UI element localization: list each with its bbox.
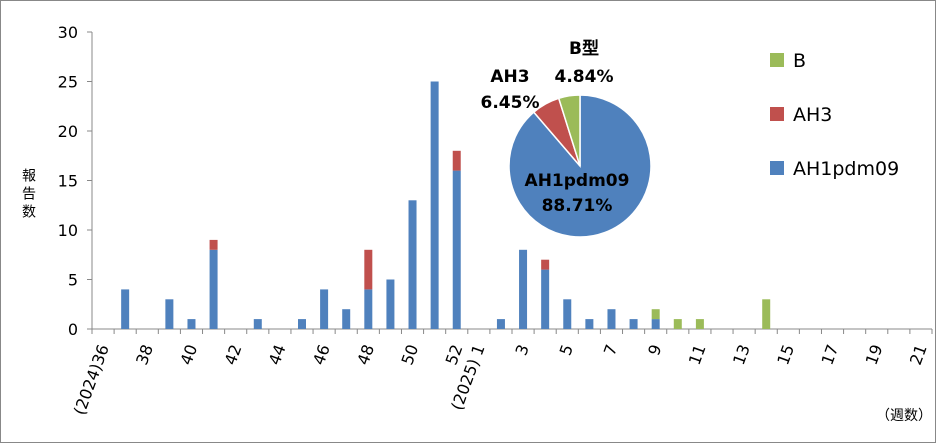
bar-ah1pdm09-52 — [452, 170, 461, 329]
bar-ah3-41 — [209, 239, 218, 250]
y-tick-label: 20 — [58, 122, 78, 141]
bar-ah1pdm09-6 — [585, 319, 594, 329]
bar-ah1pdm09-3 — [519, 249, 528, 329]
bar-ah1pdm09-8 — [629, 319, 638, 329]
y-tick-label: 0 — [68, 320, 78, 339]
pie-label-percent: 4.84% — [555, 67, 614, 87]
bar-ah1pdm09-45 — [298, 319, 306, 329]
y-axis-label: 報告数 — [20, 168, 36, 222]
pie-label-percent: 6.45% — [481, 93, 540, 113]
x-axis-unit: （週数） — [876, 408, 932, 424]
bar-ah1pdm09-51 — [430, 81, 439, 329]
y-tick-label: 15 — [58, 172, 78, 191]
y-tick-label: 10 — [58, 221, 78, 240]
bar-ah1pdm09-49 — [386, 279, 395, 329]
legend-label: AH3 — [793, 104, 832, 126]
pie-chart: AH1pdm09 88.71% AH3 6.45% B型 4.84% — [481, 38, 652, 238]
bar-ah1pdm09-50 — [408, 200, 417, 329]
pie-label-name: AH3 — [490, 67, 529, 87]
bar-b-9 — [651, 309, 660, 320]
legend-swatch — [770, 53, 784, 67]
legend-swatch — [770, 161, 784, 175]
bar-ah1pdm09-47 — [342, 309, 351, 329]
bar-ah3-48 — [364, 249, 373, 290]
bar-b-11 — [695, 319, 704, 329]
bars — [121, 81, 771, 329]
bar-ah1pdm09-41 — [209, 249, 218, 329]
bar-ah1pdm09-43 — [253, 319, 262, 329]
bar-ah1pdm09-48 — [364, 289, 373, 329]
bar-ah3-52 — [452, 150, 461, 171]
bar-ah1pdm09-2 — [496, 319, 505, 329]
legend-swatch — [770, 107, 784, 121]
bar-ah3-4 — [541, 259, 550, 270]
bar-b-14 — [762, 299, 771, 329]
y-tick-label: 5 — [68, 271, 78, 290]
legend-label: AH1pdm09 — [793, 158, 899, 180]
legend: B AH3 AH1pdm09 — [770, 50, 899, 180]
bar-ah1pdm09-5 — [563, 299, 572, 329]
bar-ah1pdm09-37 — [121, 289, 130, 329]
bar-ah1pdm09-46 — [320, 289, 329, 329]
bar-ah1pdm09-7 — [607, 309, 616, 329]
bar-ah1pdm09-40 — [187, 319, 196, 329]
legend-label: B — [793, 50, 806, 72]
bar-b-10 — [673, 319, 682, 329]
y-tick-label: 30 — [58, 23, 78, 42]
bar-ah1pdm09-9 — [651, 319, 660, 329]
y-tick-label: 25 — [58, 73, 78, 92]
bar-ah1pdm09-4 — [541, 269, 550, 329]
pie-label-name: AH1pdm09 — [525, 171, 630, 191]
bar-ah1pdm09-39 — [165, 299, 174, 329]
pie-label-percent: 88.71% — [542, 196, 613, 216]
pie-label-name: B型 — [569, 38, 599, 59]
pie-slice-b型 — [557, 94, 581, 167]
